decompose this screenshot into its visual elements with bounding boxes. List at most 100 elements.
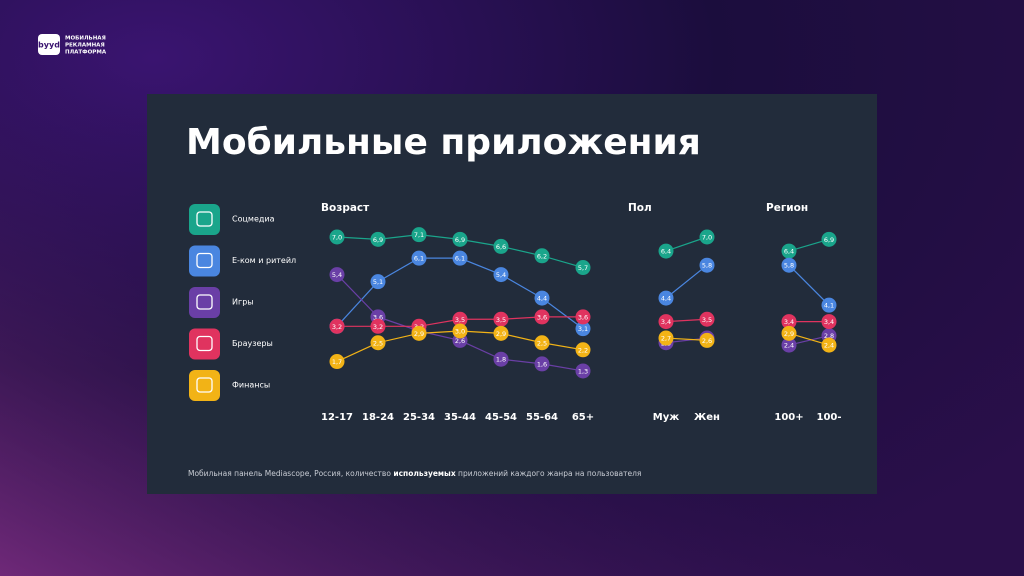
data-label: 3,1: [578, 325, 588, 333]
x-tick-label: 100-: [816, 412, 841, 423]
data-label: 4,4: [661, 295, 671, 303]
footer-part: приложений каждого жанра на пользователя: [456, 469, 642, 478]
data-point: [658, 243, 674, 259]
x-tick-label: 65+: [572, 412, 594, 423]
data-label: 3,5: [702, 316, 712, 324]
data-point: [452, 250, 468, 266]
data-point: [781, 325, 797, 341]
data-label: 6,4: [661, 248, 671, 256]
data-point: [452, 323, 468, 339]
data-label: 3,4: [784, 318, 794, 326]
data-point: [534, 335, 550, 351]
data-label: 4,1: [824, 302, 834, 310]
data-point: [534, 309, 550, 325]
data-point: [534, 356, 550, 372]
data-point: [329, 229, 345, 245]
data-point: [575, 321, 591, 337]
data-point: [493, 238, 509, 254]
data-label: 6,6: [496, 243, 506, 251]
legend-icon: [189, 245, 220, 277]
data-point: [781, 257, 797, 273]
data-label: 2,4: [824, 342, 834, 350]
data-label: 6,1: [414, 255, 424, 263]
data-point: [452, 231, 468, 247]
data-point: [821, 231, 837, 247]
footer: Мобильная панель Mediascope, Россия, кол…: [188, 469, 641, 478]
chart-title: Возраст: [321, 202, 370, 214]
data-point: [411, 250, 427, 266]
legend-icon: [189, 370, 220, 401]
data-label: 2,8: [824, 332, 834, 340]
x-tick-label: 100+: [774, 412, 803, 423]
data-point: [411, 227, 427, 243]
x-tick-label: 12-17: [321, 412, 353, 423]
data-point: [370, 231, 386, 247]
data-point: [658, 314, 674, 330]
data-label: 3,6: [578, 313, 588, 321]
data-point: [658, 290, 674, 306]
data-point: [411, 325, 427, 341]
data-point: [575, 260, 591, 276]
data-point: [534, 248, 550, 264]
x-tick-label: 18-24: [362, 412, 394, 423]
chart-title: Пол: [628, 202, 652, 214]
data-point: [329, 318, 345, 334]
data-label: 2,7: [661, 335, 671, 343]
data-label: 3,6: [537, 313, 547, 321]
data-point: [821, 337, 837, 353]
data-point: [699, 257, 715, 273]
legend-icon-glyph: [196, 252, 213, 269]
logo: byyd: [38, 41, 60, 50]
data-label: 2,5: [537, 339, 547, 347]
data-point: [534, 290, 550, 306]
x-tick-label: 55-64: [526, 412, 558, 423]
slide-panel: [147, 94, 877, 494]
data-point: [370, 274, 386, 290]
chart-title: Регион: [766, 202, 808, 214]
data-label: 6,9: [373, 236, 383, 244]
legend-icon-glyph: [196, 211, 213, 227]
data-point: [493, 267, 509, 283]
logo-badge: [38, 34, 60, 55]
legend-icon-glyph: [196, 294, 213, 310]
data-label: 5,7: [578, 264, 588, 272]
slide-title: Мобильные приложения: [186, 122, 701, 163]
data-point: [452, 311, 468, 327]
series-line: [665, 264, 708, 299]
data-label: 2,6: [702, 337, 712, 345]
data-label: 5,1: [373, 278, 383, 286]
series-line: [788, 264, 830, 306]
data-point: [699, 229, 715, 245]
data-label: 5,4: [332, 271, 342, 279]
data-label: 1,8: [496, 356, 506, 364]
brand: ПЛАТФОРМА: [65, 50, 107, 56]
data-label: 2,5: [373, 339, 383, 347]
data-label: 3,5: [455, 316, 465, 324]
brand: РЕКЛАМНАЯ: [65, 43, 105, 49]
legend-icon-glyph: [196, 377, 213, 393]
footer-part: используемых: [393, 469, 456, 478]
data-label: 2,6: [455, 337, 465, 345]
data-point: [699, 311, 715, 327]
data-point: [329, 267, 345, 283]
data-point: [658, 330, 674, 346]
footer-part: Мобильная панель Mediascope, Россия, кол…: [188, 469, 393, 478]
data-label: 2,9: [784, 330, 794, 338]
data-label: 5,8: [702, 262, 712, 270]
brand: МОБИЛЬНАЯ: [65, 36, 106, 42]
x-tick-label: 25-34: [403, 412, 435, 423]
data-label: 3,2: [332, 323, 342, 331]
data-point: [575, 363, 591, 379]
data-label: 2,9: [414, 330, 424, 338]
data-label: 3,4: [661, 318, 671, 326]
data-label: 5,8: [784, 262, 794, 270]
data-label: 2,2: [578, 346, 588, 354]
legend-label: Игры: [232, 298, 254, 307]
data-label: 3,2: [373, 323, 383, 331]
data-point: [575, 309, 591, 325]
data-point: [781, 337, 797, 353]
legend-icon: [189, 328, 220, 360]
data-point: [493, 351, 509, 367]
data-label: 1,6: [537, 360, 547, 368]
